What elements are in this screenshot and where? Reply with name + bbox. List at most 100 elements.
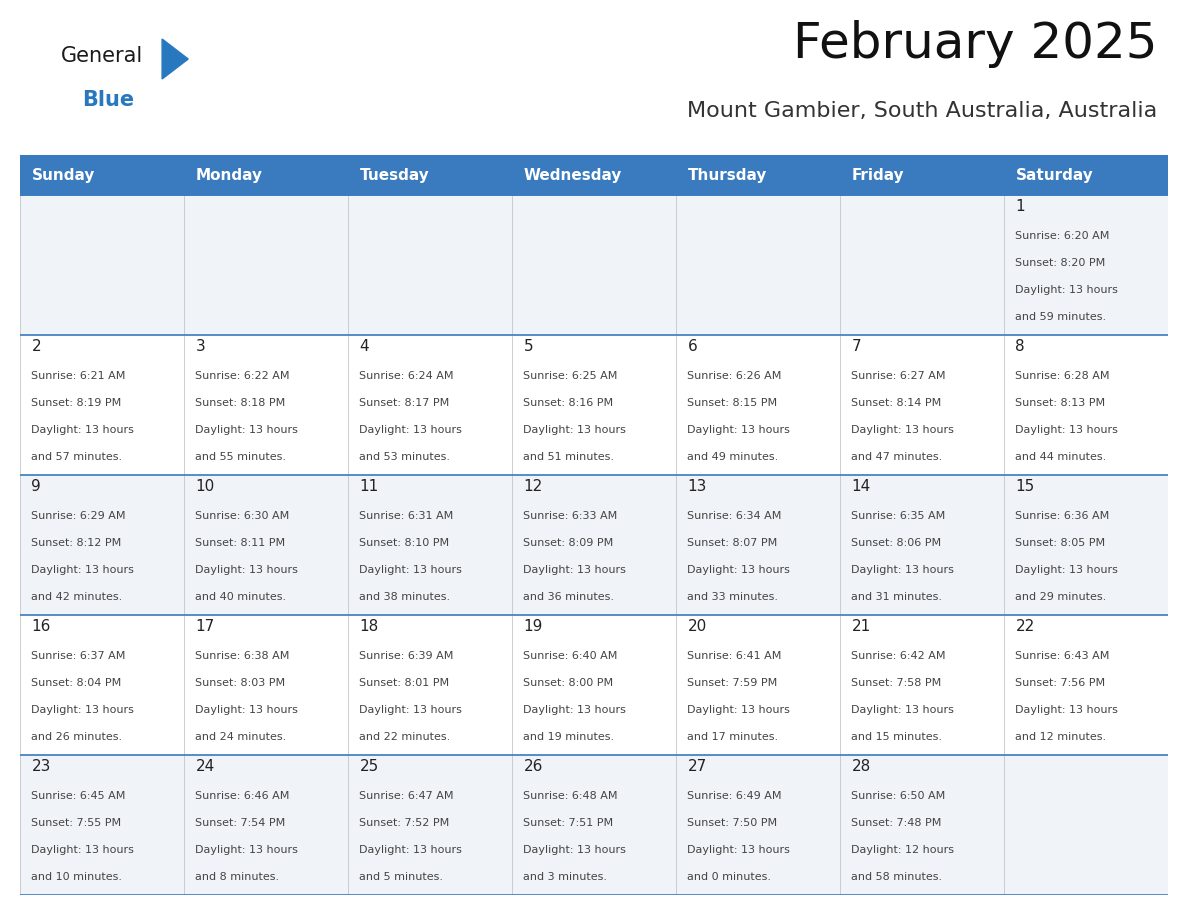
Text: Sunset: 7:50 PM: Sunset: 7:50 PM	[688, 818, 778, 828]
Text: Daylight: 13 hours: Daylight: 13 hours	[360, 705, 462, 715]
Text: Mount Gambier, South Australia, Australia: Mount Gambier, South Australia, Australi…	[688, 101, 1157, 121]
Text: 18: 18	[360, 619, 379, 634]
Bar	[512, 475, 676, 615]
Text: 5: 5	[524, 339, 533, 354]
Text: Sunset: 8:12 PM: Sunset: 8:12 PM	[31, 538, 121, 548]
Bar	[348, 615, 512, 755]
Text: and 53 minutes.: and 53 minutes.	[360, 452, 450, 462]
Text: Daylight: 13 hours: Daylight: 13 hours	[196, 425, 298, 435]
Text: Sunrise: 6:21 AM: Sunrise: 6:21 AM	[31, 371, 126, 381]
Bar	[1004, 755, 1168, 895]
Text: Sunset: 8:00 PM: Sunset: 8:00 PM	[524, 677, 614, 688]
Text: 24: 24	[196, 759, 215, 774]
Bar	[184, 615, 348, 755]
Text: Sunset: 8:16 PM: Sunset: 8:16 PM	[524, 397, 614, 408]
Text: Thursday: Thursday	[688, 167, 767, 183]
Text: Sunrise: 6:31 AM: Sunrise: 6:31 AM	[360, 510, 454, 521]
Text: Sunrise: 6:42 AM: Sunrise: 6:42 AM	[852, 651, 946, 661]
Text: Daylight: 13 hours: Daylight: 13 hours	[524, 565, 626, 575]
Text: 10: 10	[196, 479, 215, 494]
Text: Daylight: 13 hours: Daylight: 13 hours	[360, 845, 462, 855]
Bar	[676, 195, 840, 335]
Text: and 31 minutes.: and 31 minutes.	[852, 592, 942, 601]
Text: and 19 minutes.: and 19 minutes.	[524, 732, 614, 742]
Text: Daylight: 13 hours: Daylight: 13 hours	[852, 705, 954, 715]
Text: Sunrise: 6:27 AM: Sunrise: 6:27 AM	[852, 371, 946, 381]
Bar	[1004, 475, 1168, 615]
Bar	[840, 475, 1004, 615]
Text: 13: 13	[688, 479, 707, 494]
Text: Daylight: 13 hours: Daylight: 13 hours	[688, 845, 790, 855]
Text: Sunset: 8:20 PM: Sunset: 8:20 PM	[1016, 258, 1106, 268]
Text: Daylight: 13 hours: Daylight: 13 hours	[524, 705, 626, 715]
Text: Sunrise: 6:29 AM: Sunrise: 6:29 AM	[31, 510, 126, 521]
Text: Sunrise: 6:33 AM: Sunrise: 6:33 AM	[524, 510, 618, 521]
Text: Sunrise: 6:28 AM: Sunrise: 6:28 AM	[1016, 371, 1110, 381]
Bar	[348, 755, 512, 895]
Text: 22: 22	[1016, 619, 1035, 634]
Text: and 47 minutes.: and 47 minutes.	[852, 452, 943, 462]
Bar	[20, 195, 184, 335]
Text: Sunday: Sunday	[31, 167, 95, 183]
Bar	[20, 155, 1168, 195]
Text: Sunrise: 6:35 AM: Sunrise: 6:35 AM	[852, 510, 946, 521]
Text: 16: 16	[31, 619, 51, 634]
Text: Tuesday: Tuesday	[360, 167, 429, 183]
Text: 23: 23	[31, 759, 51, 774]
Text: Wednesday: Wednesday	[524, 167, 621, 183]
Text: 3: 3	[196, 339, 206, 354]
Text: 8: 8	[1016, 339, 1025, 354]
Polygon shape	[162, 39, 188, 79]
Text: 14: 14	[852, 479, 871, 494]
Text: Daylight: 13 hours: Daylight: 13 hours	[688, 425, 790, 435]
Text: Saturday: Saturday	[1016, 167, 1093, 183]
Text: Sunrise: 6:20 AM: Sunrise: 6:20 AM	[1016, 230, 1110, 241]
Text: Sunrise: 6:43 AM: Sunrise: 6:43 AM	[1016, 651, 1110, 661]
Text: Sunset: 8:17 PM: Sunset: 8:17 PM	[360, 397, 450, 408]
Text: Monday: Monday	[196, 167, 263, 183]
Text: Sunset: 8:03 PM: Sunset: 8:03 PM	[196, 677, 285, 688]
Bar	[348, 335, 512, 475]
Text: and 26 minutes.: and 26 minutes.	[31, 732, 122, 742]
Text: February 2025: February 2025	[794, 20, 1157, 69]
Bar	[676, 475, 840, 615]
Text: Daylight: 13 hours: Daylight: 13 hours	[360, 565, 462, 575]
Text: 7: 7	[852, 339, 861, 354]
Text: Sunrise: 6:34 AM: Sunrise: 6:34 AM	[688, 510, 782, 521]
Text: and 42 minutes.: and 42 minutes.	[31, 592, 122, 601]
Text: Sunset: 7:51 PM: Sunset: 7:51 PM	[524, 818, 614, 828]
Text: and 3 minutes.: and 3 minutes.	[524, 872, 607, 881]
Bar	[840, 755, 1004, 895]
Text: Daylight: 13 hours: Daylight: 13 hours	[360, 425, 462, 435]
Text: and 58 minutes.: and 58 minutes.	[852, 872, 942, 881]
Text: and 55 minutes.: and 55 minutes.	[196, 452, 286, 462]
Text: 6: 6	[688, 339, 697, 354]
Text: Blue: Blue	[82, 90, 134, 110]
Text: 27: 27	[688, 759, 707, 774]
Text: Daylight: 13 hours: Daylight: 13 hours	[196, 705, 298, 715]
Text: Sunset: 8:09 PM: Sunset: 8:09 PM	[524, 538, 614, 548]
Text: Sunset: 7:59 PM: Sunset: 7:59 PM	[688, 677, 778, 688]
Text: Sunrise: 6:39 AM: Sunrise: 6:39 AM	[360, 651, 454, 661]
Text: 21: 21	[852, 619, 871, 634]
Bar	[184, 755, 348, 895]
Bar	[20, 335, 184, 475]
Text: Sunset: 7:48 PM: Sunset: 7:48 PM	[852, 818, 942, 828]
Bar	[184, 195, 348, 335]
Text: and 40 minutes.: and 40 minutes.	[196, 592, 286, 601]
Text: Daylight: 13 hours: Daylight: 13 hours	[196, 565, 298, 575]
Text: Daylight: 13 hours: Daylight: 13 hours	[852, 565, 954, 575]
Text: Sunset: 7:54 PM: Sunset: 7:54 PM	[196, 818, 286, 828]
Text: Daylight: 13 hours: Daylight: 13 hours	[688, 565, 790, 575]
Text: Daylight: 13 hours: Daylight: 13 hours	[524, 845, 626, 855]
Text: 2: 2	[31, 339, 42, 354]
Text: Sunset: 7:52 PM: Sunset: 7:52 PM	[360, 818, 450, 828]
Bar	[1004, 335, 1168, 475]
Text: and 33 minutes.: and 33 minutes.	[688, 592, 778, 601]
Text: Sunset: 7:58 PM: Sunset: 7:58 PM	[852, 677, 942, 688]
Bar	[676, 335, 840, 475]
Bar	[676, 615, 840, 755]
Text: 20: 20	[688, 619, 707, 634]
Text: Sunset: 7:55 PM: Sunset: 7:55 PM	[31, 818, 121, 828]
Text: Sunset: 8:18 PM: Sunset: 8:18 PM	[196, 397, 286, 408]
